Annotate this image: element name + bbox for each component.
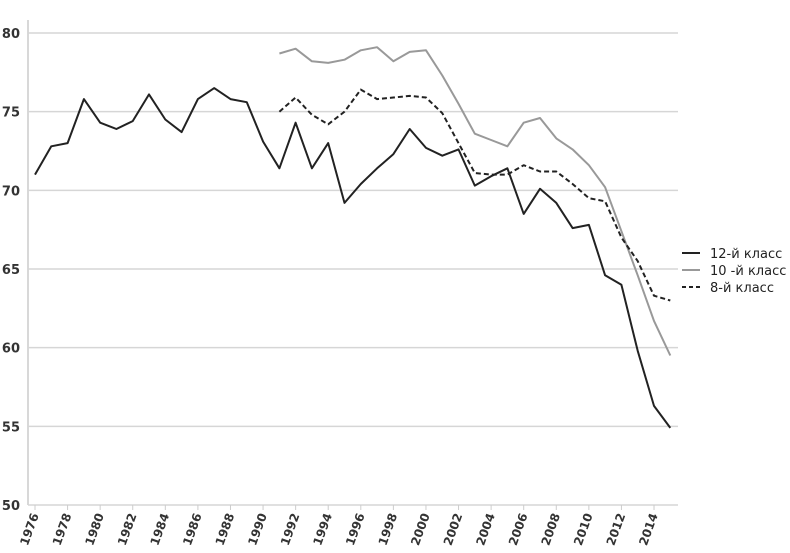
legend-label: 10 -й класс [710,264,786,279]
x-tick-label: 2002 [441,511,466,547]
x-tick-label: 1996 [343,511,368,547]
x-tick-label: 2010 [571,511,596,547]
y-tick-label: 80 [2,27,20,42]
legend-label: 8-й класс [710,281,774,296]
x-tick-label: 1980 [82,511,107,547]
x-tick-label: 2014 [636,511,661,547]
x-tick-label: 1988 [213,511,238,547]
x-tick-label: 2006 [506,511,531,547]
y-tick-label: 55 [2,420,20,435]
y-tick-label: 75 [2,106,20,121]
x-tick-label: 1998 [376,511,401,547]
y-tick-label: 70 [2,184,20,199]
y-tick-label: 50 [2,499,20,514]
y-tick-label: 60 [2,342,20,357]
x-tick-label: 1976 [17,511,42,547]
series-line-1 [279,46,672,356]
series-line-2 [278,88,671,302]
x-tick-label: 2000 [408,511,433,547]
series-line-0 [34,87,672,429]
x-tick-label: 1994 [310,511,335,547]
x-tick-label: 2012 [604,511,629,547]
x-tick-label: 1982 [115,511,140,547]
x-tick-label: 1978 [50,511,75,547]
x-tick-label: 2008 [539,511,564,547]
x-tick-label: 1986 [180,511,205,547]
x-tick-label: 1992 [278,511,303,547]
x-tick-label: 2004 [473,511,498,547]
y-tick-label: 65 [2,263,20,278]
x-tick-label: 1984 [148,511,173,547]
legend-label: 12-й класс [710,247,782,262]
x-tick-label: 1990 [245,511,270,547]
